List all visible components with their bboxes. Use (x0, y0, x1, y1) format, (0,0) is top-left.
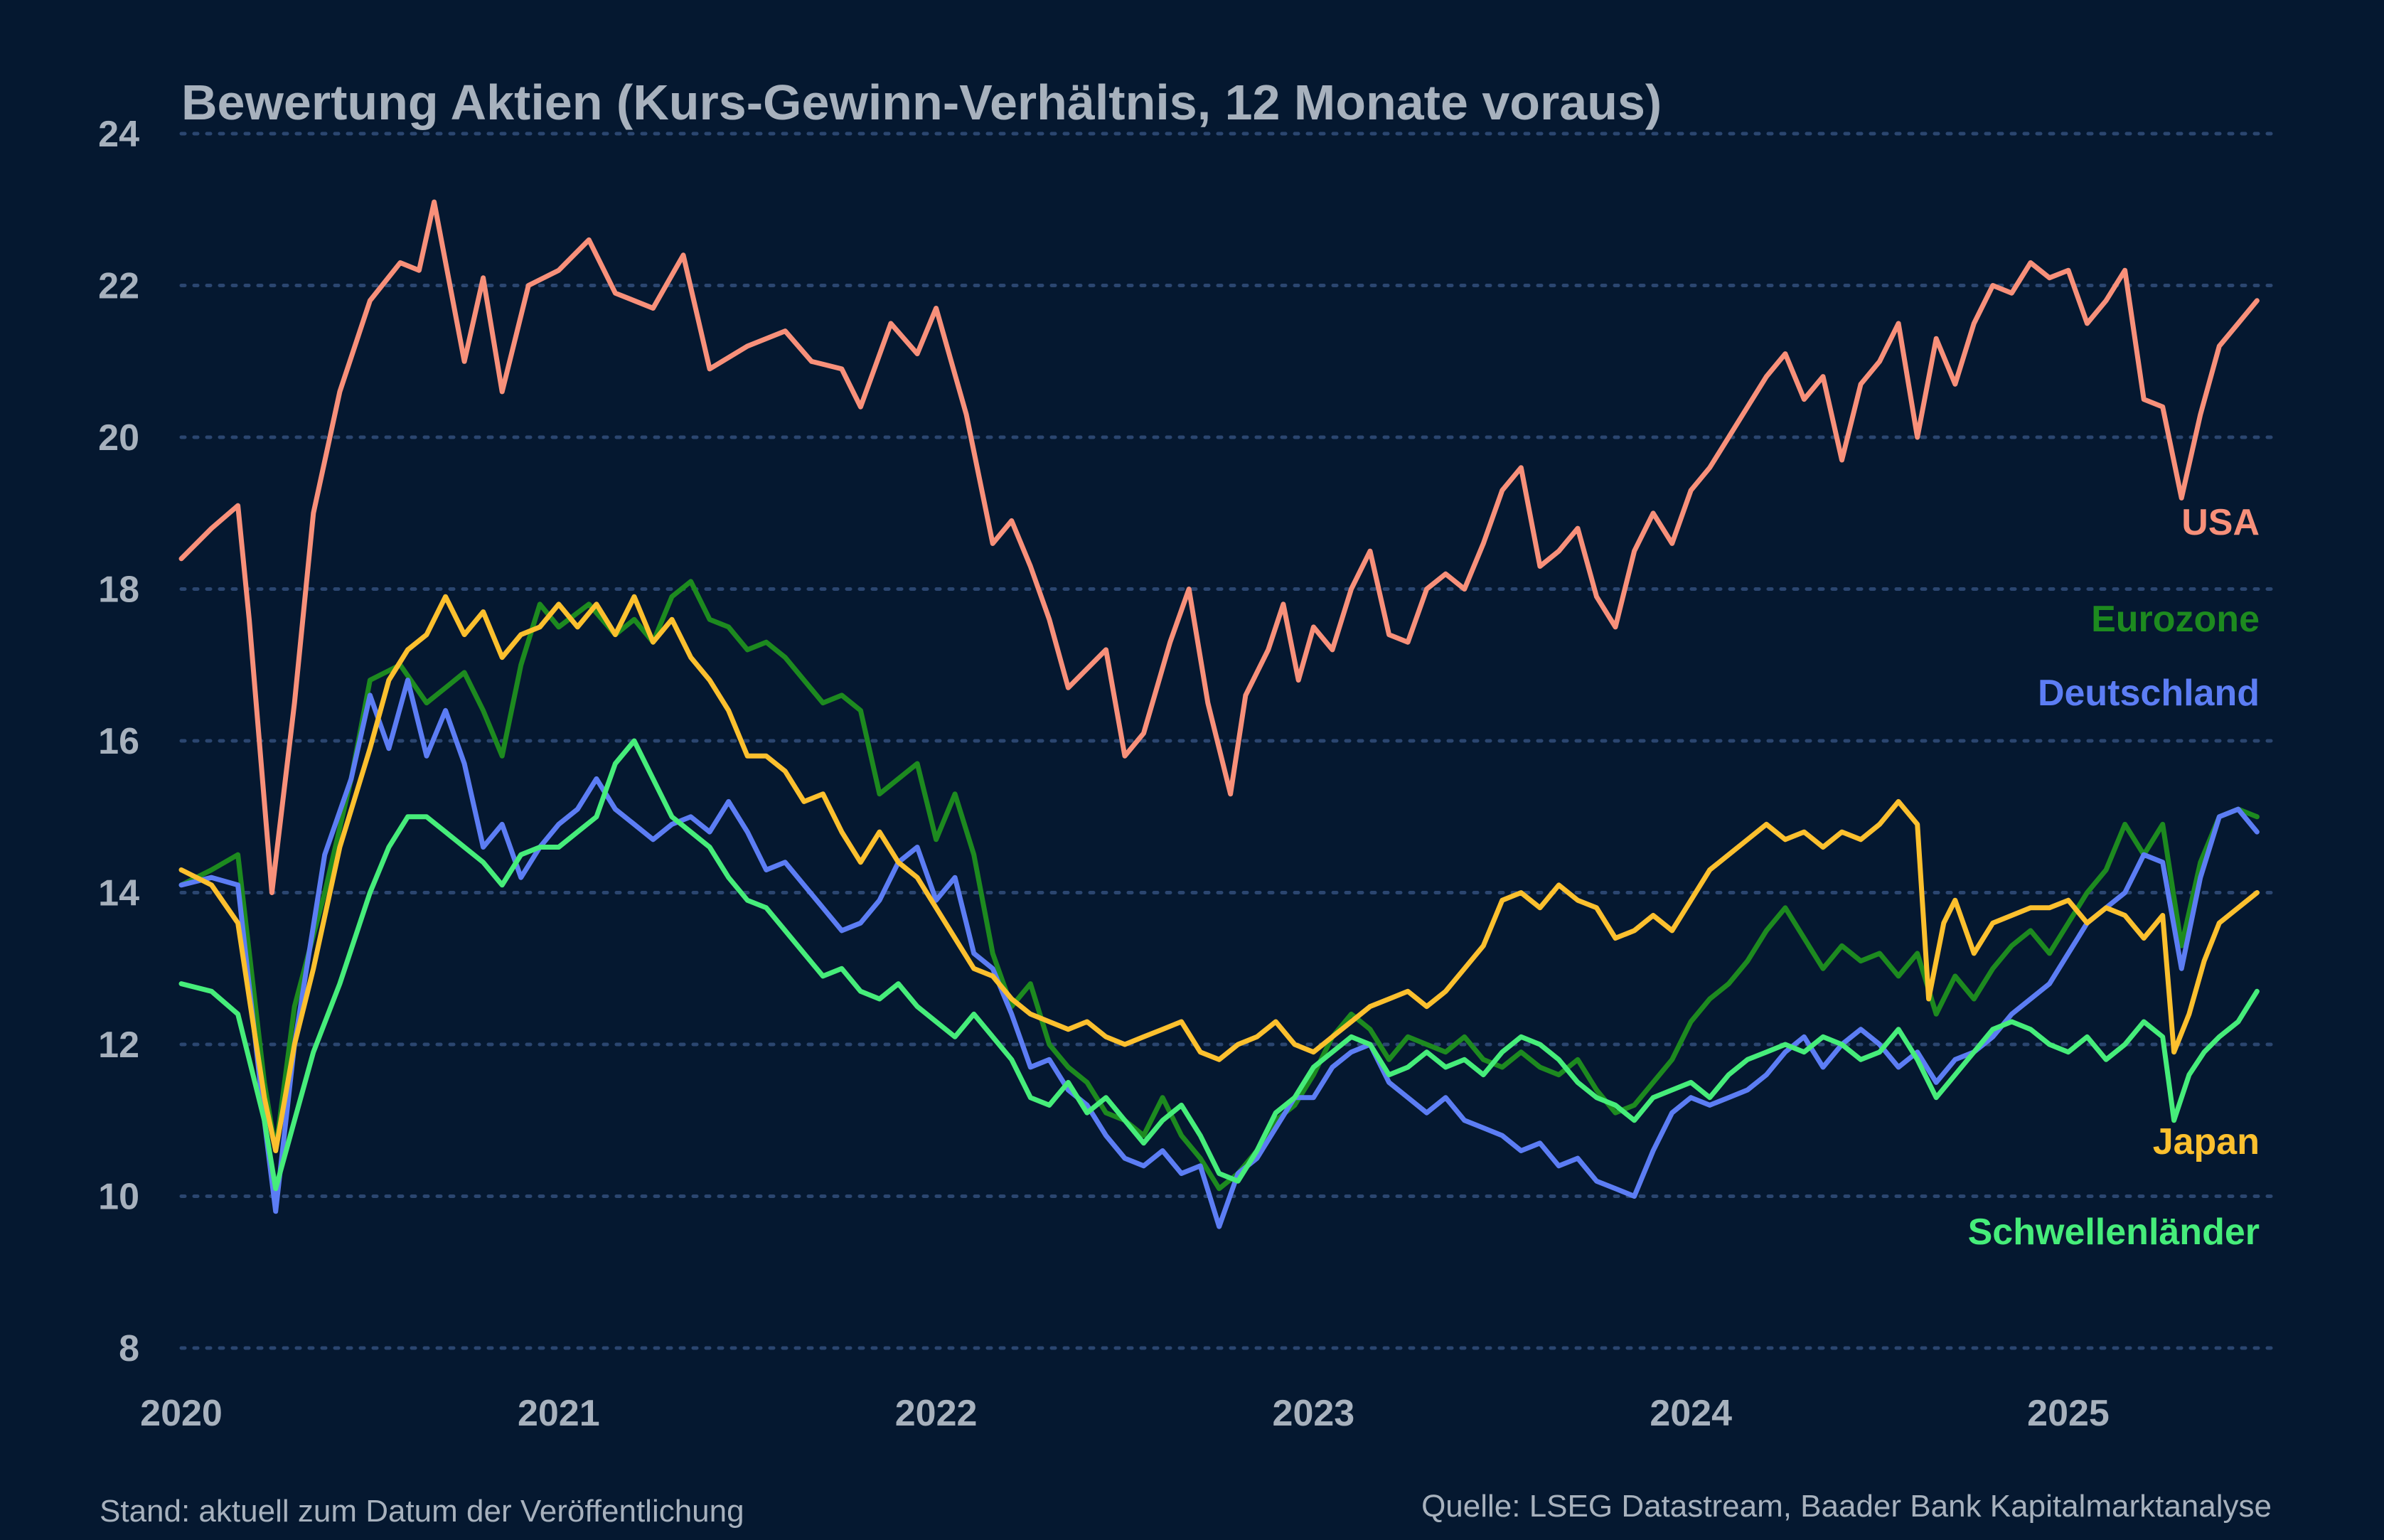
label-eurozone: Eurozone (2091, 599, 2260, 640)
y-tick-label: 14 (98, 873, 139, 914)
y-tick-label: 24 (98, 114, 139, 155)
y-tick-label: 22 (98, 266, 139, 307)
x-tick-label: 2020 (140, 1393, 223, 1434)
chart-title: Bewertung Aktien (Kurs-Gewinn-Verhältnis… (181, 75, 1662, 130)
x-tick-label: 2023 (1273, 1393, 1355, 1434)
footer-stand: Stand: aktuell zum Datum der Veröffentli… (100, 1494, 744, 1529)
y-tick-label: 16 (98, 721, 139, 762)
label-usa: USA (2181, 502, 2260, 543)
footer-source: Quelle: LSEG Datastream, Baader Bank Kap… (1421, 1489, 2272, 1524)
y-tick-label: 12 (98, 1025, 139, 1066)
series-lines (178, 199, 2260, 1229)
series-line-usa (178, 199, 2260, 895)
series-line-schwellenlnder (178, 738, 2260, 1192)
y-tick-label: 20 (98, 417, 139, 459)
label-japan: Japan (2153, 1121, 2260, 1162)
y-tick-label: 8 (119, 1328, 139, 1369)
x-tick-label: 2024 (1650, 1393, 1732, 1434)
label-deutschland: Deutschland (2038, 673, 2260, 714)
y-tick-label: 10 (98, 1177, 139, 1218)
y-tick-label: 18 (98, 570, 139, 611)
label-schwellenlaender: Schwellenländer (1968, 1212, 2260, 1253)
x-axis-ticks: 2020 2021 2022 2023 2024 2025 (140, 1393, 2110, 1434)
x-tick-label: 2025 (2027, 1393, 2110, 1434)
x-tick-label: 2021 (518, 1393, 600, 1434)
series-line-deutschland (178, 678, 2260, 1229)
series-line-eurozone (178, 579, 2260, 1192)
series-line-japan (178, 594, 2260, 1153)
y-axis-ticks: 8 10 12 14 16 18 20 22 24 (98, 114, 139, 1369)
x-tick-label: 2022 (895, 1393, 978, 1434)
